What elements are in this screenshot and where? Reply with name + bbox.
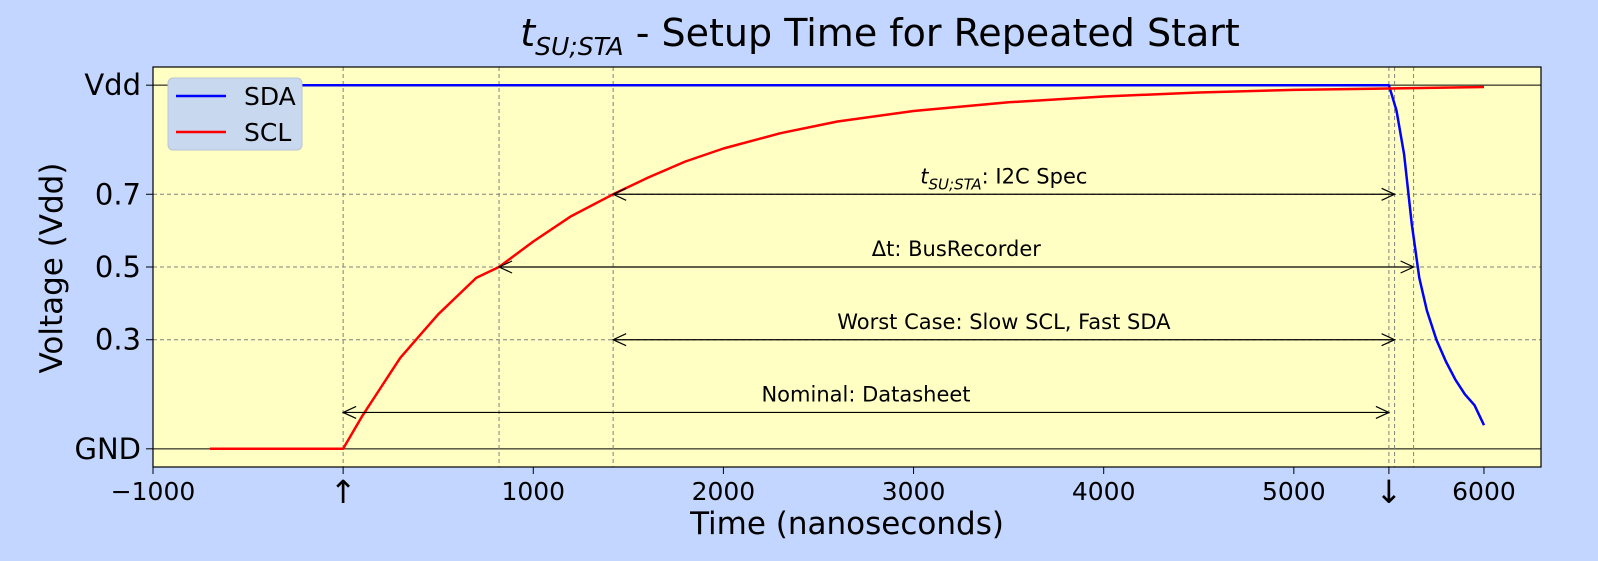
annotation-label: Worst Case: Slow SCL, Fast SDA (837, 310, 1171, 334)
chart-title: tSU;STA - Setup Time for Repeated Start (520, 11, 1240, 61)
y-tick-label: 0.5 (95, 250, 141, 284)
x-tick-label: 1000 (501, 477, 565, 506)
annotation-arrowhead (611, 333, 627, 347)
annotation-label: tSU;STA: I2C Spec (920, 164, 1087, 193)
x-tick-label: 3000 (882, 477, 946, 506)
y-tick-label: Vdd (84, 68, 141, 102)
title-symbol-subscript: SU;STA (535, 32, 624, 61)
annotation-arrowhead (1375, 405, 1391, 419)
title-symbol: t (520, 11, 537, 55)
annotations: tSU;STA: I2C Spec Δt: BusRecorder Worst Ca… (341, 164, 1416, 419)
title-rest: - Setup Time for Repeated Start (624, 11, 1240, 55)
annotation-arrowhead (1400, 260, 1416, 274)
annotation-label: Nominal: Datasheet (761, 383, 970, 407)
annotation-arrowhead (341, 405, 357, 419)
annotation-label-text: Nominal: Datasheet (761, 383, 970, 407)
annotation-arrowhead (1381, 333, 1397, 347)
axis-ticks: GND 0.3 0.5 0.7 Vdd −1000 1000 2000 3000 4000 5000… (75, 68, 1516, 511)
legend[interactable]: SDA SCL (167, 77, 303, 151)
y-axis-label: Voltage (Vdd) (34, 163, 70, 374)
x-tick-label: 2000 (692, 477, 756, 506)
series-line-sda (210, 83, 1486, 426)
annotation-label-text: Worst Case: Slow SCL, Fast SDA (837, 310, 1171, 334)
annotation-label-rest: : I2C Spec (982, 164, 1088, 188)
x-axis-label: Time (nanoseconds) (689, 506, 1004, 542)
x-marker-arrow: ↑ (330, 473, 357, 511)
x-tick-label: −1000 (111, 477, 196, 506)
annotation-arrowhead (611, 187, 627, 201)
legend-label-sda: SDA (244, 82, 296, 111)
annotation-label-text: t (920, 164, 929, 188)
annotation-label-text: Δt: BusRecorder (872, 237, 1041, 261)
y-tick-label: GND (75, 432, 142, 466)
y-tick-label: 0.3 (95, 323, 141, 357)
y-tick-label: 0.7 (95, 177, 141, 211)
annotation-arrowhead (497, 260, 513, 274)
x-tick-label: 6000 (1452, 477, 1516, 506)
x-tick-label: 5000 (1262, 477, 1326, 506)
legend-label-scl: SCL (244, 118, 291, 147)
x-marker-arrow: ↓ (1375, 473, 1402, 511)
annotation-label: Δt: BusRecorder (872, 237, 1041, 261)
x-tick-label: 4000 (1072, 477, 1136, 506)
annotation-label-subscript: SU;STA (929, 175, 982, 193)
annotation-arrowhead (1381, 187, 1397, 201)
